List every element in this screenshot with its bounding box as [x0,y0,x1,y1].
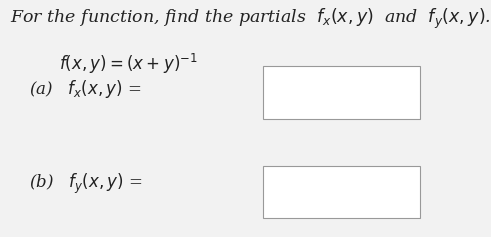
Text: (b)   $f_y(x, y)$ =: (b) $f_y(x, y)$ = [29,172,143,196]
FancyBboxPatch shape [263,166,420,218]
Text: $f(x, y) = (x + y)^{-1}$: $f(x, y) = (x + y)^{-1}$ [59,52,198,76]
Text: For the function, find the partials  $f_x(x, y)$  and  $f_y(x, y)$.: For the function, find the partials $f_x… [10,7,491,31]
FancyBboxPatch shape [263,66,420,118]
Text: (a)   $f_x(x, y)$ =: (a) $f_x(x, y)$ = [29,78,142,100]
